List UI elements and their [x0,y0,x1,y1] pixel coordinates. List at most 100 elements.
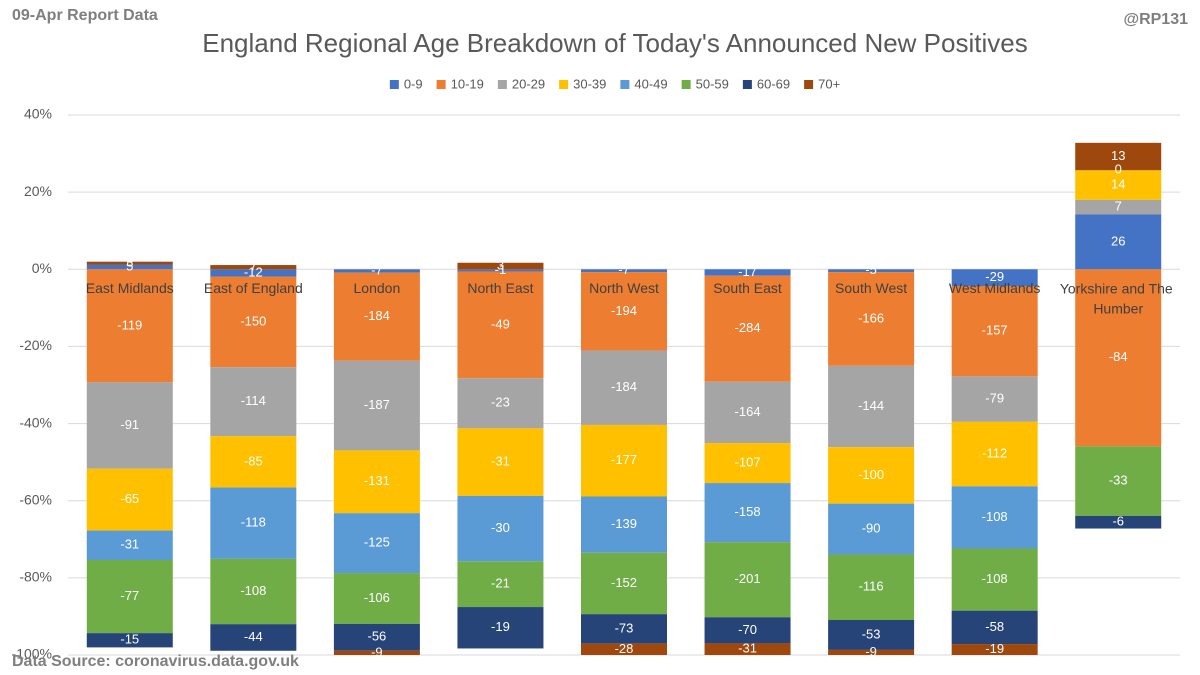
bar-segment [704,269,791,276]
y-tick-label: -60% [19,491,52,507]
legend-label: 70+ [818,76,840,91]
data-label: -157 [982,323,1008,338]
data-label: -85 [244,453,263,468]
data-label: -30 [491,520,510,535]
data-label: 5 [126,258,133,273]
bar-segment [86,468,173,531]
data-label: -7 [371,262,383,277]
legend-label: 20-29 [512,76,545,91]
data-label: 3 [497,257,504,272]
bar-segment [1075,214,1162,270]
data-label: -9 [371,644,383,659]
bar-segment [333,573,420,624]
bar-segment [828,365,915,448]
x-tick-label: South East [713,280,782,296]
legend-label: 60-69 [757,76,790,91]
data-label: -44 [244,629,263,644]
legend-swatch [804,80,814,89]
data-label: -49 [491,316,510,331]
y-tick-label: -20% [19,337,52,353]
data-label: -184 [611,379,637,394]
bar-segment [704,643,791,655]
bar-segment [333,513,420,574]
x-tick-label: London [354,280,401,296]
bar-segment [581,643,667,655]
bar-segment [1075,446,1162,516]
data-label: -108 [982,509,1008,524]
bar-segment [86,264,173,270]
data-label: -1 [495,262,507,277]
bar-segment [457,269,544,272]
data-label: -31 [738,641,757,656]
bar-segment [828,649,915,655]
legend-label: 30-39 [573,76,606,91]
data-label: -56 [367,629,386,644]
data-label: -29 [985,269,1004,284]
data-label: -12 [244,264,263,279]
bar-segment [86,269,173,383]
y-tick-label: -100% [12,646,52,662]
chart-title: England Regional Age Breakdown of Today'… [202,28,1027,58]
data-label: -7 [618,262,630,277]
bar-segment [704,483,791,543]
bar-segment [581,552,667,615]
bar-segment [210,276,297,368]
x-tick-label: North East [467,280,533,296]
bar-segment [333,650,420,655]
bar-segment [951,548,1038,611]
plot-area: -100%-80%-60%-40%-20%0%20%40%0-9 10-19 20-… [12,76,1180,662]
bar-segment [333,623,420,651]
legend-swatch [497,80,507,89]
bar-segment [86,559,173,634]
y-tick-label: -40% [19,414,52,430]
data-label: -106 [364,590,390,605]
bar-segment [581,496,667,553]
data-label: -107 [735,455,761,470]
legend-label: 50-59 [696,76,729,91]
y-tick-label: 40% [24,106,52,122]
data-label: -90 [862,521,881,536]
credit: @RP131 [1123,11,1188,28]
data-label: -125 [364,535,390,550]
bar-segment [951,285,1038,377]
y-tick-label: -80% [19,569,52,585]
data-label: -131 [364,473,390,488]
data-label: -118 [241,515,266,530]
bar-segment [333,450,420,514]
data-label: -31 [120,537,139,552]
data-label: -19 [491,619,510,634]
bar-segment [951,421,1038,487]
bar-segment [210,367,297,437]
x-tick-label: South West [835,280,907,296]
legend-swatch [389,80,399,89]
bar-segment [457,428,544,496]
x-tick-label: Yorkshire and The Humber [1060,280,1177,316]
data-label: 13 [1111,148,1125,163]
x-tick-label: North West [589,280,659,296]
data-label: -100 [858,467,884,482]
data-label: -194 [611,303,637,318]
bar-segment [828,503,915,555]
data-label: -166 [858,310,884,325]
data-label: -158 [735,504,761,519]
data-label: -119 [117,317,142,332]
bar-segment [704,443,791,484]
legend-label: 0-9 [404,76,423,91]
data-label: 0 [1115,162,1122,177]
data-label: -116 [859,579,884,594]
bar-segment [704,542,791,618]
bar-segment [457,378,544,429]
bar-segment [210,265,297,270]
bar-segment [828,272,915,366]
data-label: -150 [240,313,266,328]
bar-segment [333,269,420,273]
data-label: -5 [865,262,877,277]
bar-segment [210,624,297,651]
data-label: -177 [611,452,637,467]
bar-segment [86,382,173,469]
bar-segment [581,269,667,273]
legend-label: 40-49 [634,76,667,91]
bar-segment [828,269,915,273]
data-label: -139 [611,516,637,531]
